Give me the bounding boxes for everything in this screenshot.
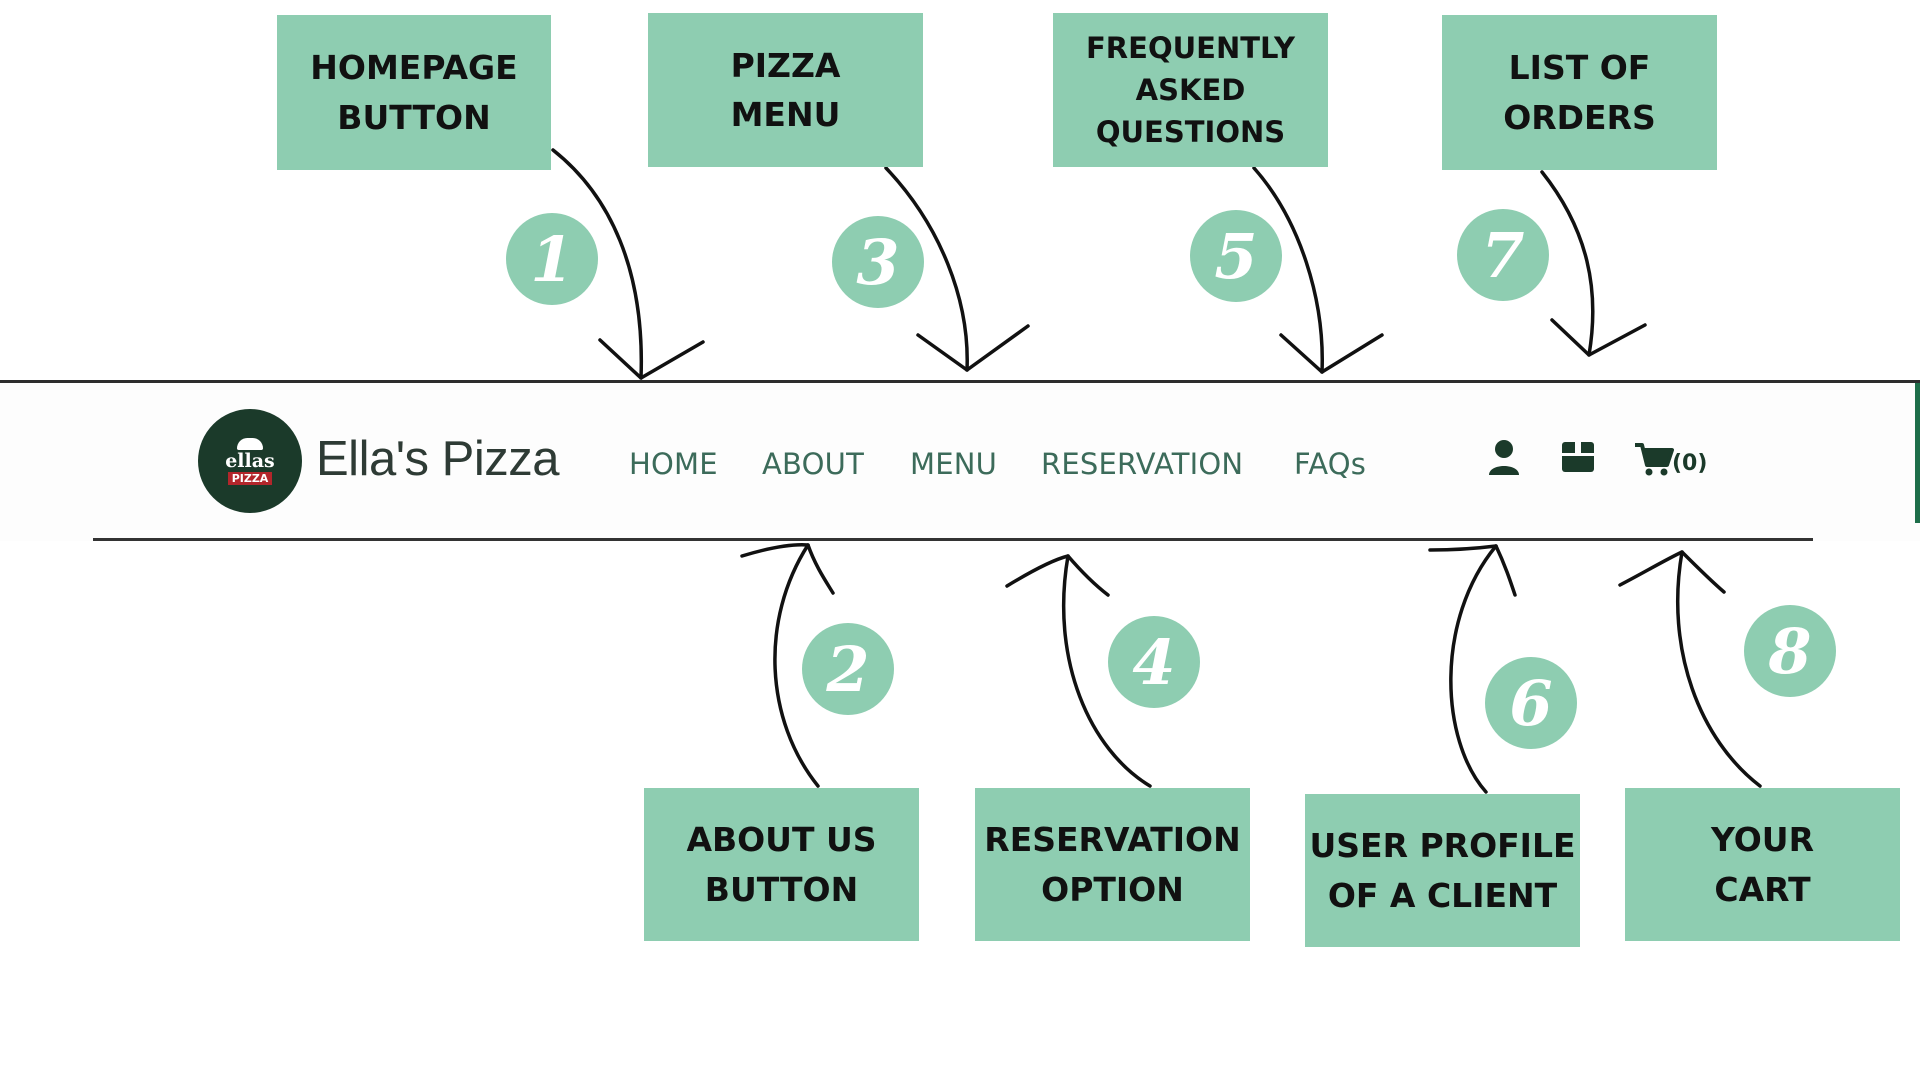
- arrow-8: [1618, 550, 1762, 788]
- arrow-1: [551, 148, 705, 380]
- navbar-underline: [93, 538, 1813, 541]
- cart-icon[interactable]: [1634, 441, 1674, 477]
- arrow-7: [1540, 170, 1647, 357]
- brand-name[interactable]: Ella's Pizza: [316, 432, 560, 486]
- navbar-edge: [1915, 383, 1920, 523]
- callout-faq: FREQUENTLY ASKED QUESTIONS: [1053, 13, 1328, 167]
- chef-hat-icon: [237, 437, 263, 450]
- nav-about-link[interactable]: ABOUT: [762, 447, 864, 481]
- nav-reservation-link[interactable]: RESERVATION: [1041, 447, 1244, 481]
- callout-reservation-option: RESERVATION OPTION: [975, 788, 1250, 941]
- callout-your-cart: YOUR CART: [1625, 788, 1900, 941]
- number-1-badge: 1: [506, 213, 598, 305]
- arrow-6: [1428, 544, 1517, 794]
- user-icon[interactable]: [1487, 439, 1521, 477]
- arrow-5: [1252, 166, 1384, 374]
- nav-menu-link[interactable]: MENU: [910, 447, 998, 481]
- number-7-badge: 7: [1457, 209, 1549, 301]
- cart-count: (0): [1672, 451, 1708, 476]
- number-5-badge: 5: [1190, 210, 1282, 302]
- number-8-badge: 8: [1744, 605, 1836, 697]
- callout-homepage-button: HOMEPAGE BUTTON: [277, 15, 551, 170]
- number-4-badge: 4: [1108, 616, 1200, 708]
- orders-box-icon[interactable]: [1560, 439, 1596, 475]
- number-6-badge: 6: [1485, 657, 1577, 749]
- callout-pizza-menu: PIZZA MENU: [648, 13, 923, 167]
- callout-user-profile: USER PROFILE OF A CLIENT: [1305, 794, 1580, 947]
- arrow-4: [1005, 554, 1152, 788]
- number-2-badge: 2: [802, 623, 894, 715]
- callout-about-us-button: ABOUT US BUTTON: [644, 788, 919, 941]
- nav-home-link[interactable]: HOME: [629, 447, 718, 481]
- number-3-badge: 3: [832, 216, 924, 308]
- website-navbar: ellas PIZZA Ella's Pizza HOME ABOUT MENU…: [0, 380, 1920, 541]
- ellas-pizza-logo[interactable]: ellas PIZZA: [198, 409, 302, 513]
- arrow-2: [740, 543, 835, 788]
- nav-faqs-link[interactable]: FAQs: [1294, 447, 1367, 481]
- arrow-3: [884, 166, 1030, 372]
- callout-list-of-orders: LIST OF ORDERS: [1442, 15, 1717, 170]
